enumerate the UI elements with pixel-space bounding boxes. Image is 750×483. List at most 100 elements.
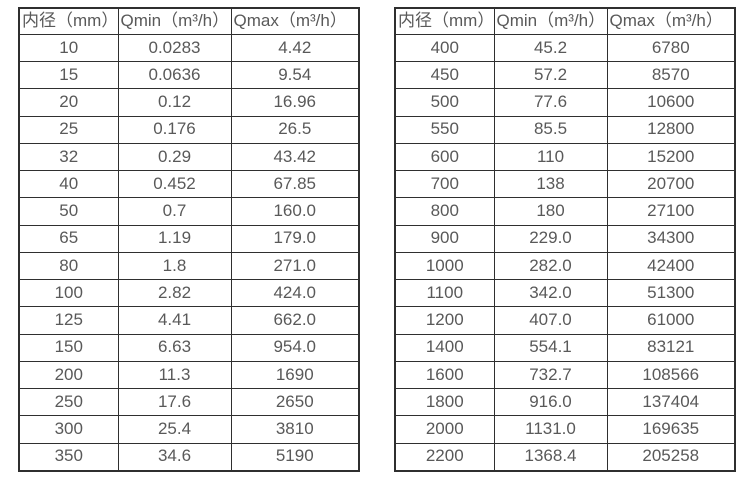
qmax-cell: 954.0	[230, 333, 360, 362]
qmax-cell: 27100	[606, 197, 736, 226]
table-row: 400 45.2 6780	[394, 33, 736, 63]
table-row: 1800 916.0 137404	[394, 388, 736, 417]
qmax-cell: 12800	[606, 115, 736, 144]
table-row: 50 0.7 160.0	[18, 197, 360, 226]
diameter-cell: 125	[18, 306, 119, 335]
diameter-cell: 2200	[394, 442, 495, 472]
qmin-cell: 77.6	[493, 88, 608, 117]
qmin-cell: 1.19	[117, 224, 232, 253]
qmax-cell: 51300	[606, 279, 736, 308]
diameter-cell: 10	[18, 33, 119, 63]
diameter-cell: 500	[394, 88, 495, 117]
diameter-cell: 1100	[394, 279, 495, 308]
diameter-cell: 1800	[394, 388, 495, 417]
diameter-cell: 1200	[394, 306, 495, 335]
qmin-cell: 11.3	[117, 360, 232, 390]
qmin-cell: 0.452	[117, 170, 232, 199]
table-header: 内径（mm） Qmin（m³/h） Qmax（m³/h）	[18, 7, 360, 35]
diameter-cell: 40	[18, 170, 119, 199]
qmax-cell: 34300	[606, 224, 736, 253]
qmin-cell: 916.0	[493, 388, 608, 417]
qmin-cell: 0.176	[117, 115, 232, 144]
table-row: 40 0.452 67.85	[18, 170, 360, 199]
qmin-cell: 554.1	[493, 333, 608, 362]
qmin-cell: 17.6	[117, 388, 232, 417]
table-row: 250 17.6 2650	[18, 388, 360, 417]
diameter-cell: 1600	[394, 360, 495, 390]
qmax-cell: 6780	[606, 33, 736, 63]
qmax-cell: 67.85	[230, 170, 360, 199]
qmin-cell: 732.7	[493, 360, 608, 390]
table-row: 25 0.176 26.5	[18, 115, 360, 144]
diameter-cell: 25	[18, 115, 119, 144]
qmin-cell: 180	[493, 197, 608, 226]
qmin-cell: 407.0	[493, 306, 608, 335]
table-row: 100 2.82 424.0	[18, 279, 360, 308]
qmax-cell: 108566	[606, 360, 736, 390]
qmax-cell: 5190	[230, 442, 360, 472]
qmax-cell: 26.5	[230, 115, 360, 144]
diameter-cell: 250	[18, 388, 119, 417]
table-row: 800 180 27100	[394, 197, 736, 226]
qmax-cell: 205258	[606, 442, 736, 472]
qmin-cell: 34.6	[117, 442, 232, 472]
qmin-cell: 25.4	[117, 415, 232, 444]
qmin-cell: 0.12	[117, 88, 232, 117]
table-body: 400 45.2 6780 450 57.2 8570 500 77.6 10600 550 85.…	[394, 33, 736, 472]
table-row: 15 0.0636 9.54	[18, 61, 360, 90]
qmax-cell: 42400	[606, 251, 736, 281]
qmax-cell: 137404	[606, 388, 736, 417]
diameter-cell: 200	[18, 360, 119, 390]
diameter-cell: 2000	[394, 415, 495, 444]
table-row: 125 4.41 662.0	[18, 306, 360, 335]
diameter-cell: 800	[394, 197, 495, 226]
diameter-cell: 600	[394, 142, 495, 172]
qmin-cell: 1368.4	[493, 442, 608, 472]
qmax-cell: 10600	[606, 88, 736, 117]
qmax-cell: 424.0	[230, 279, 360, 308]
table-row: 1100 342.0 51300	[394, 279, 736, 308]
qmax-cell: 160.0	[230, 197, 360, 226]
table-row: 1000 282.0 42400	[394, 251, 736, 281]
qmax-cell: 1690	[230, 360, 360, 390]
qmin-cell: 2.82	[117, 279, 232, 308]
diameter-cell: 700	[394, 170, 495, 199]
qmax-cell: 8570	[606, 61, 736, 90]
diameter-cell: 350	[18, 442, 119, 472]
qmax-cell: 169635	[606, 415, 736, 444]
table-row: 1200 407.0 61000	[394, 306, 736, 335]
header-qmax: Qmax（m³/h）	[230, 7, 360, 35]
table-row: 700 138 20700	[394, 170, 736, 199]
table-row: 10 0.0283 4.42	[18, 33, 360, 63]
diameter-cell: 450	[394, 61, 495, 90]
header-row: 内径（mm） Qmin（m³/h） Qmax（m³/h）	[394, 7, 736, 35]
qmin-cell: 45.2	[493, 33, 608, 63]
diameter-cell: 32	[18, 142, 119, 172]
diameter-cell: 1000	[394, 251, 495, 281]
qmin-cell: 282.0	[493, 251, 608, 281]
table-row: 300 25.4 3810	[18, 415, 360, 444]
qmin-cell: 138	[493, 170, 608, 199]
table-row: 65 1.19 179.0	[18, 224, 360, 253]
header-row: 内径（mm） Qmin（m³/h） Qmax（m³/h）	[18, 7, 360, 35]
qmin-cell: 0.0283	[117, 33, 232, 63]
table-row: 900 229.0 34300	[394, 224, 736, 253]
qmin-cell: 85.5	[493, 115, 608, 144]
table-row: 1400 554.1 83121	[394, 333, 736, 362]
diameter-cell: 65	[18, 224, 119, 253]
header-diameter: 内径（mm）	[18, 7, 119, 35]
flow-rate-table-large-diameters: 内径（mm） Qmin（m³/h） Qmax（m³/h） 400 45.2 6780…	[394, 7, 736, 472]
qmax-cell: 15200	[606, 142, 736, 172]
table-row: 80 1.8 271.0	[18, 251, 360, 281]
qmax-cell: 9.54	[230, 61, 360, 90]
table-row: 32 0.29 43.42	[18, 142, 360, 172]
table-row: 350 34.6 5190	[18, 442, 360, 472]
qmax-cell: 61000	[606, 306, 736, 335]
qmax-cell: 43.42	[230, 142, 360, 172]
header-qmin: Qmin（m³/h）	[117, 7, 232, 35]
table-row: 2200 1368.4 205258	[394, 442, 736, 472]
diameter-cell: 50	[18, 197, 119, 226]
diameter-cell: 15	[18, 61, 119, 90]
qmax-cell: 20700	[606, 170, 736, 199]
